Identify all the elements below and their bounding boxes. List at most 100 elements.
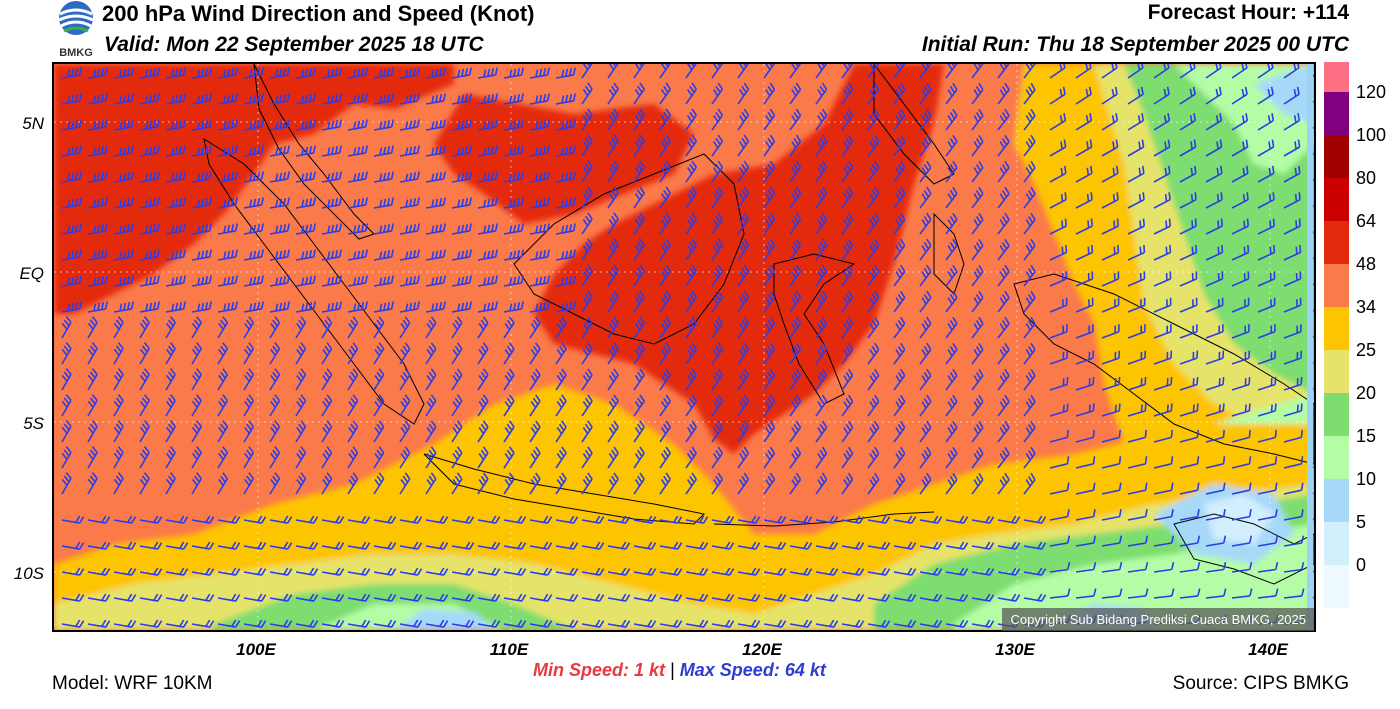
wind-barb [997,212,1010,235]
wind-barb [269,394,281,417]
wind-barb [945,541,969,550]
wind-barb [1023,238,1036,261]
wind-barb [555,619,579,628]
wind-barb [477,446,489,469]
min-speed-label: Min Speed: [533,660,630,680]
wind-barb [217,145,238,157]
wind-barb [1205,139,1223,157]
wind-barb [1127,429,1147,443]
wind-barb [113,197,134,209]
wind-barb [867,64,880,79]
wind-barb [321,515,345,524]
wind-barb [1153,218,1171,235]
wind-barb [269,515,293,524]
wind-barb [1075,403,1095,417]
wind-barb [711,134,724,157]
wind-barb [581,446,593,469]
wind-barb [165,119,186,131]
wind-barb [1257,588,1279,599]
wind-barb [61,197,82,209]
wind-barb [1153,376,1173,391]
wind-barb [191,249,212,261]
wind-barb [867,593,891,602]
wind-barb [347,446,359,469]
wind-barb [1283,376,1303,391]
wind-barb [1049,113,1067,131]
wind-barb [295,541,319,550]
wind-barb [529,515,553,524]
wind-barb [1023,472,1036,495]
wind-barb [295,619,319,628]
wind-barb [997,134,1010,157]
wind-barb [1231,324,1250,339]
wind-barb [373,515,397,524]
wind-barb [269,541,293,550]
wind-barb [503,515,527,524]
wind-barb [555,249,576,261]
wind-barb [633,134,645,157]
wind-barb [867,316,880,339]
wind-barb [841,394,854,417]
wind-barb [191,394,202,417]
wind-barb [919,593,943,602]
wind-barb [555,541,579,550]
map-title: 200 hPa Wind Direction and Speed (Knot) [102,1,535,26]
wind-barb [893,160,906,183]
lon-label-110e: 110E [489,640,529,659]
wind-barb [919,472,932,495]
wind-barb [607,342,619,365]
wind-barb [529,619,553,628]
wind-barb [607,593,631,602]
wind-barb [425,249,446,261]
wind-barb [581,134,593,157]
wind-barb [347,541,371,550]
wind-barb [867,394,880,417]
wind-barb [1179,297,1198,313]
wind-barb [165,223,186,235]
wind-barb [685,264,697,287]
wind-barb [243,420,255,443]
wind-barb [87,223,108,235]
wind-barb [139,67,160,79]
wind-barb [893,368,906,391]
legend-swatch [1324,62,1349,92]
wind-barb [191,593,215,602]
wind-barb [451,472,463,495]
wind-barb [763,342,776,365]
wind-barb [243,472,255,495]
wind-barb [945,368,958,391]
wind-barb [191,171,212,183]
wind-barb [555,368,567,391]
wind-barb [1127,139,1145,157]
wind-barb [165,301,186,313]
wind-barb [451,119,472,131]
wind-barb [815,567,839,576]
wind-barb [919,446,932,469]
wind-barb [685,368,697,391]
wind-barb [295,93,316,105]
wind-barb [295,420,307,443]
wind-barb [1127,535,1149,547]
wind-barb [1231,113,1249,131]
wind-barb [945,420,958,443]
wind-barb [503,472,515,495]
wind-barb [477,67,498,79]
wind-barb [295,119,316,131]
wind-barb [87,394,98,417]
wind-barb [685,515,709,524]
wind-barb [789,567,813,576]
wind-barb [139,93,160,105]
wind-barb [529,593,553,602]
wind-barb [893,238,906,261]
wind-barb [763,82,776,105]
wind-barb [477,394,489,417]
wind-barb [61,515,85,524]
legend-label: 34 [1356,297,1377,317]
wind-barb [61,567,85,576]
wind-barb [1049,139,1067,157]
wind-barb [789,264,802,287]
wind-barb [425,619,449,628]
wind-barb [425,275,446,287]
legend-swatch [1324,135,1349,178]
wind-barb [1049,429,1069,443]
